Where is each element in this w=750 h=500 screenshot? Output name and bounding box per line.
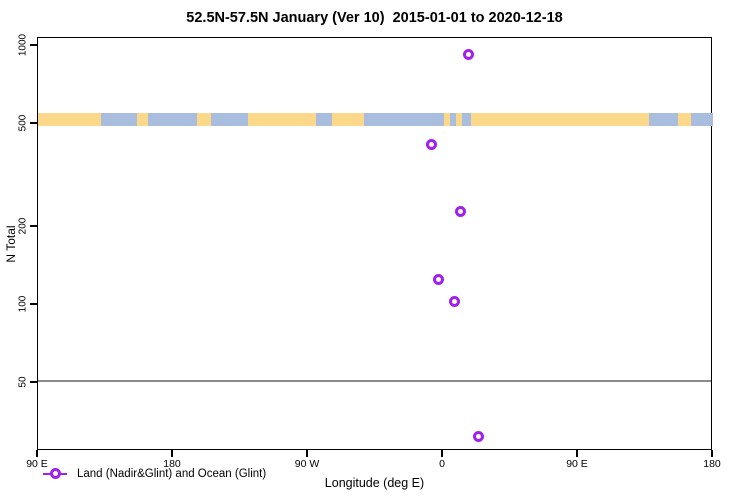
data-point bbox=[463, 48, 474, 60]
y-tick-label: 100 bbox=[17, 295, 29, 313]
y-tick-label: 1000 bbox=[17, 33, 29, 57]
y-tick-label: 200 bbox=[17, 217, 29, 235]
y-tick bbox=[30, 122, 37, 124]
land-segment bbox=[455, 112, 462, 126]
x-tick-label: 90 E bbox=[566, 458, 588, 470]
land-segment bbox=[137, 112, 148, 126]
x-axis-label: Longitude (deg E) bbox=[324, 476, 425, 490]
data-point bbox=[454, 205, 466, 217]
land-segment bbox=[248, 112, 317, 126]
data-point bbox=[472, 431, 484, 443]
x-tick bbox=[171, 450, 173, 457]
data-point bbox=[433, 274, 444, 286]
legend-marker-circle-icon bbox=[49, 468, 61, 480]
plot-area: Land (Nadir&Glint) and Ocean (Glint) bbox=[37, 37, 713, 480]
y-axis-label: N Total bbox=[4, 225, 18, 263]
land-segment bbox=[38, 112, 101, 126]
legend-label: Land (Nadir&Glint) and Ocean (Glint) bbox=[77, 468, 267, 480]
reference-line-50 bbox=[38, 380, 711, 383]
data-point bbox=[448, 296, 460, 308]
x-tick-label: 90 W bbox=[294, 458, 320, 470]
land-segment bbox=[197, 112, 211, 126]
land-segment bbox=[677, 112, 692, 126]
x-tick bbox=[441, 450, 443, 457]
data-point bbox=[426, 139, 438, 151]
legend: Land (Nadir&Glint) and Ocean (Glint) bbox=[43, 467, 266, 481]
x-tick-label: 90 E bbox=[26, 458, 48, 470]
x-tick bbox=[576, 450, 578, 457]
x-tick bbox=[711, 450, 713, 457]
y-tick bbox=[30, 303, 37, 305]
land-segment bbox=[443, 112, 450, 126]
x-tick-label: 180 bbox=[163, 458, 181, 470]
land-segment bbox=[470, 112, 650, 126]
x-tick bbox=[36, 450, 38, 457]
legend-line bbox=[43, 468, 67, 480]
chart-title: 52.5N-57.5N January (Ver 10) 2015-01-01 … bbox=[186, 10, 563, 26]
y-tick bbox=[30, 381, 37, 383]
x-tick bbox=[306, 450, 308, 457]
y-tick bbox=[30, 44, 37, 46]
map-strip bbox=[38, 112, 713, 126]
x-tick-label: 0 bbox=[439, 458, 445, 470]
y-tick-label: 50 bbox=[17, 376, 29, 388]
y-tick-label: 500 bbox=[17, 114, 29, 132]
land-segment bbox=[332, 112, 364, 126]
x-tick-label: 180 bbox=[703, 458, 721, 470]
y-tick bbox=[30, 225, 37, 227]
